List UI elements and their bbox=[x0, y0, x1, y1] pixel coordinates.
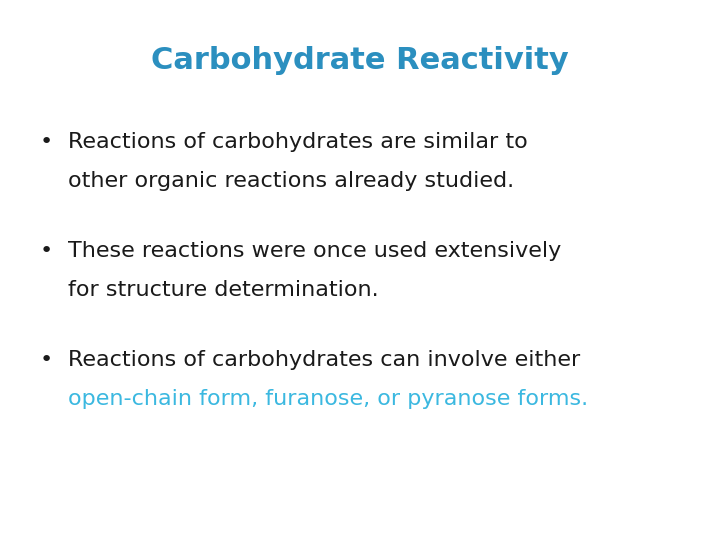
Text: •: • bbox=[40, 132, 53, 152]
Text: •: • bbox=[40, 241, 53, 261]
Text: other organic reactions already studied.: other organic reactions already studied. bbox=[68, 171, 515, 191]
Text: for structure determination.: for structure determination. bbox=[68, 280, 379, 300]
Text: Carbohydrate Reactivity: Carbohydrate Reactivity bbox=[151, 46, 569, 75]
Text: open-chain form, furanose, or pyranose forms.: open-chain form, furanose, or pyranose f… bbox=[68, 389, 588, 409]
Text: Reactions of carbohydrates can involve either: Reactions of carbohydrates can involve e… bbox=[68, 350, 580, 370]
Text: •: • bbox=[40, 350, 53, 370]
Text: Reactions of carbohydrates are similar to: Reactions of carbohydrates are similar t… bbox=[68, 132, 528, 152]
Text: These reactions were once used extensively: These reactions were once used extensive… bbox=[68, 241, 562, 261]
